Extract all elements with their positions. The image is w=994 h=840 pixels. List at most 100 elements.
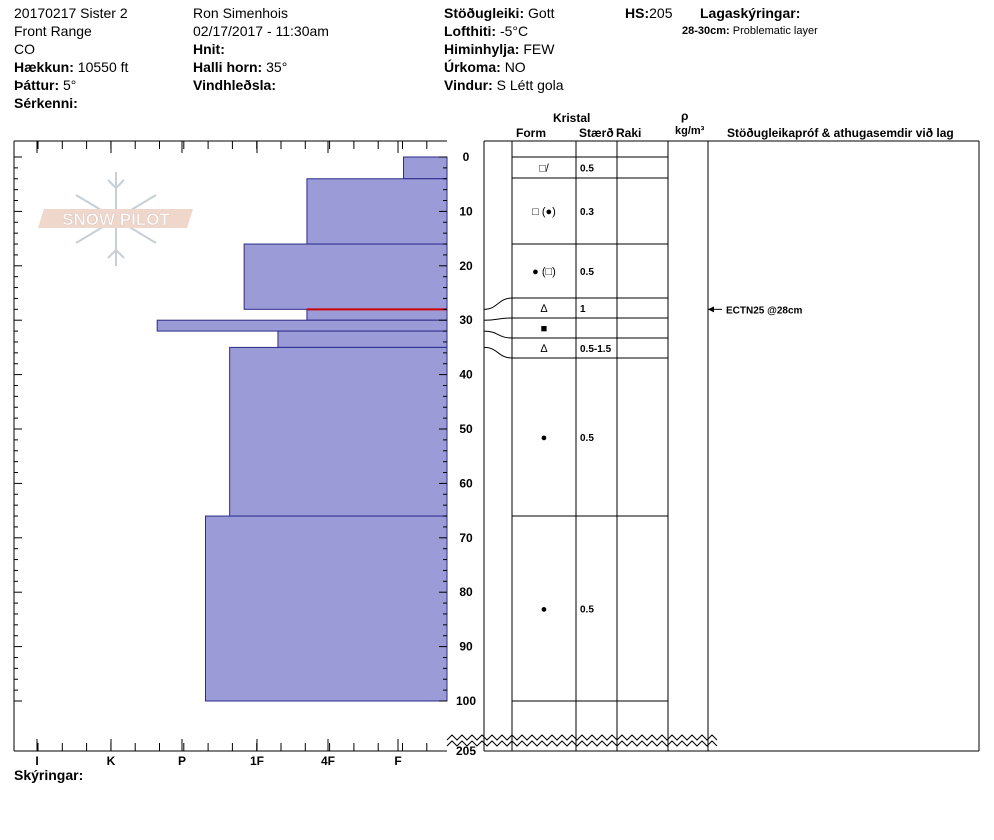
notes-footer: Skýringar: (14, 766, 83, 784)
wind-loading-row: Vindhleðsla: (193, 76, 329, 94)
grain-size-cell: 0.5 (580, 164, 594, 175)
depth-break-line-2 (446, 740, 718, 747)
slope-row: Halli horn: 35° (193, 58, 329, 76)
hs-label: HS: (625, 5, 650, 21)
layer-note-text: Problematic layer (732, 25, 818, 37)
state-name: CO (14, 41, 35, 57)
stability-test-label: ECTN25 @28cm (726, 305, 803, 316)
grain-size-cell: 0.3 (580, 207, 594, 218)
elevation-label: Hækkun: (14, 59, 74, 75)
features-label: Sérkenni: (14, 95, 78, 111)
grain-size-cell: 0.5 (580, 267, 594, 278)
crystal-header: Kristal (553, 111, 591, 125)
hardness-label: P (178, 754, 186, 768)
depth-label: 0 (463, 150, 470, 164)
layer-connector (483, 317, 513, 321)
precip-label: Úrkoma: (444, 59, 501, 75)
depth-label: 70 (459, 531, 473, 545)
grain-form-cell: ■ (541, 323, 548, 335)
sky-row: Himinhylja: FEW (444, 40, 564, 58)
grain-size-cell: 0.5 (580, 433, 594, 444)
layer-bar-0 (403, 156, 448, 180)
size-header: Stærð (579, 126, 614, 140)
aspect-row: Þáttur: 5° (14, 76, 128, 94)
observer-name: Ron Simenhois (193, 5, 288, 21)
header-mid: Ron Simenhois 02/17/2017 - 11:30am Hnit:… (193, 4, 329, 94)
moisture-header: Raki (616, 126, 642, 140)
hardness-label: I (35, 754, 38, 768)
layer-bar-2 (243, 243, 448, 310)
depth-label: 60 (459, 476, 473, 490)
stability-label: Stöðugleiki: (444, 5, 525, 21)
hardness-label: 1F (250, 754, 264, 768)
layer-note-depth: 28-30cm: (682, 25, 730, 37)
logo-text: SNOW PILOT (62, 210, 170, 229)
air-temp-label: Lofthiti: (444, 23, 497, 39)
crystal-table: □/ 0.5 □ (●) 0.3 ● (□) 0.5 ∆ 1 ■ ∆ 0.5-1.5 ● 0.5 ● 0.5… (446, 140, 980, 752)
sky-label: Himinhylja: (444, 41, 520, 57)
hs-value: 205 (649, 5, 673, 21)
snowpilot-logo: SNOW PILOT (38, 172, 193, 266)
elevation-row: Hækkun: 10550 ft (14, 58, 128, 76)
density-symbol: ρ (681, 109, 689, 123)
depth-label: 50 (459, 422, 473, 436)
sky-value: FEW (523, 41, 555, 57)
notes-label: Skýringar: (14, 767, 84, 783)
grain-form-cell: □ (●) (532, 206, 556, 218)
grain-form-cell: ● (541, 432, 548, 444)
logo-banner (38, 209, 193, 228)
grain-size-cell: 1 (580, 304, 586, 315)
precip-row: Úrkoma: NO (444, 58, 564, 76)
grain-size-cell: 0.5-1.5 (580, 344, 612, 355)
grain-size-cell: 0.5 (580, 605, 594, 616)
layer-connector (483, 346, 513, 359)
hardness-label: K (107, 754, 116, 768)
chart-frame: I K P 1F 4F F 0 10 20 30 40 50 60 70 80 90 100 205 (13, 140, 476, 768)
wind-value: S Létt gola (496, 77, 564, 93)
header-right: Stöðugleiki: Gott Lofthiti: -5°C Himinhy… (444, 4, 564, 94)
site-name: 20170217 Sister 2 (14, 5, 128, 21)
layer-bar-1 (306, 178, 448, 245)
features-row: Sérkenni: (14, 94, 128, 112)
wind-row: Vindur: S Létt gola (444, 76, 564, 94)
layer-bar-4 (156, 319, 448, 332)
hardness-layers (156, 156, 448, 702)
elevation-value: 10550 ft (77, 59, 129, 75)
form-header: Form (516, 126, 546, 140)
hardness-label: F (394, 754, 401, 768)
depth-label: 30 (459, 313, 473, 327)
slope-value: 35° (266, 59, 288, 75)
aspect-label: Þáttur: (14, 77, 60, 93)
depth-label: 20 (459, 259, 473, 273)
layer-bar-7 (205, 515, 448, 702)
air-temp-value: -5°C (499, 23, 529, 39)
coords-row: Hnit: (193, 40, 329, 58)
comments-header: Stöðugleikapróf & athugasemdir við lag (727, 126, 954, 140)
hardness-label: 4F (321, 754, 335, 768)
datetime: 02/17/2017 - 11:30am (193, 23, 329, 39)
layer-bar-3 (306, 308, 448, 321)
depth-label: 100 (456, 694, 476, 708)
wind-label: Vindur: (444, 77, 493, 93)
grain-form-cell: □/ (539, 163, 550, 175)
test-arrow-head (708, 306, 714, 313)
layer-notes: Lagaskýringar: (700, 4, 800, 22)
depth-label: 40 (459, 368, 473, 382)
air-temp-row: Lofthiti: -5°C (444, 22, 564, 40)
layer-connector (483, 297, 513, 310)
grain-form-cell: ● (541, 604, 548, 616)
grain-form-cell: ● (□) (532, 266, 556, 278)
layer-note-row: 28-30cm: Problematic layer (682, 22, 818, 40)
layer-connector (483, 330, 513, 339)
grain-form-cell: ∆ (541, 303, 548, 315)
range-name: Front Range (14, 23, 92, 39)
header-left: 20170217 Sister 2 Front Range CO Hækkun:… (14, 4, 128, 112)
slope-label: Halli horn: (193, 59, 263, 75)
layer-bar-5 (277, 330, 448, 348)
coords-label: Hnit: (193, 41, 225, 57)
stability-value: Gott (528, 5, 555, 21)
aspect-value: 5° (63, 77, 77, 93)
depth-label: 10 (459, 204, 473, 218)
layer-notes-label: Lagaskýringar: (700, 5, 801, 21)
